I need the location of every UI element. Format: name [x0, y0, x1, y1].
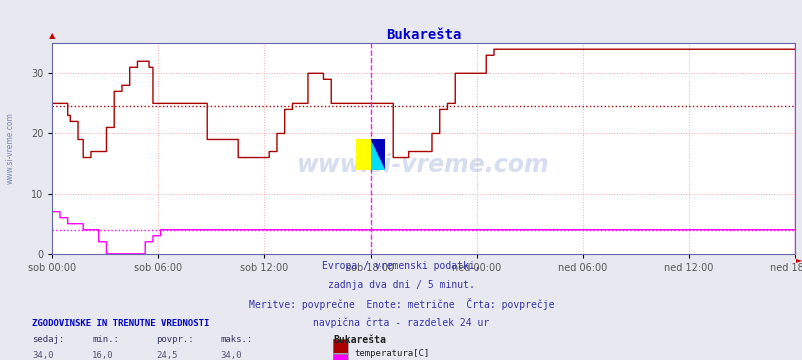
Text: navpična črta - razdelek 24 ur: navpična črta - razdelek 24 ur: [313, 317, 489, 328]
Text: www.si-vreme.com: www.si-vreme.com: [6, 113, 15, 184]
Text: www.si-vreme.com: www.si-vreme.com: [297, 153, 549, 177]
Text: temperatura[C]: temperatura[C]: [354, 349, 429, 358]
Text: povpr.:: povpr.:: [156, 335, 194, 344]
Text: Meritve: povprečne  Enote: metrične  Črta: povprečje: Meritve: povprečne Enote: metrične Črta:…: [249, 298, 553, 310]
Text: ▲: ▲: [50, 31, 56, 40]
Text: Evropa / vremenski podatki,: Evropa / vremenski podatki,: [322, 261, 480, 271]
Text: sedaj:: sedaj:: [32, 335, 64, 344]
Text: ►: ►: [796, 255, 802, 264]
Text: 34,0: 34,0: [221, 351, 242, 360]
Text: ZGODOVINSKE IN TRENUTNE VREDNOSTI: ZGODOVINSKE IN TRENUTNE VREDNOSTI: [32, 319, 209, 328]
Text: maks.:: maks.:: [221, 335, 253, 344]
Text: 34,0: 34,0: [32, 351, 54, 360]
Text: 24,5: 24,5: [156, 351, 178, 360]
Text: min.:: min.:: [92, 335, 119, 344]
Title: Bukarešta: Bukarešta: [386, 28, 460, 42]
Text: Bukarešta: Bukarešta: [333, 335, 386, 345]
Text: zadnja dva dni / 5 minut.: zadnja dva dni / 5 minut.: [328, 280, 474, 290]
Polygon shape: [370, 139, 384, 170]
Text: 16,0: 16,0: [92, 351, 114, 360]
